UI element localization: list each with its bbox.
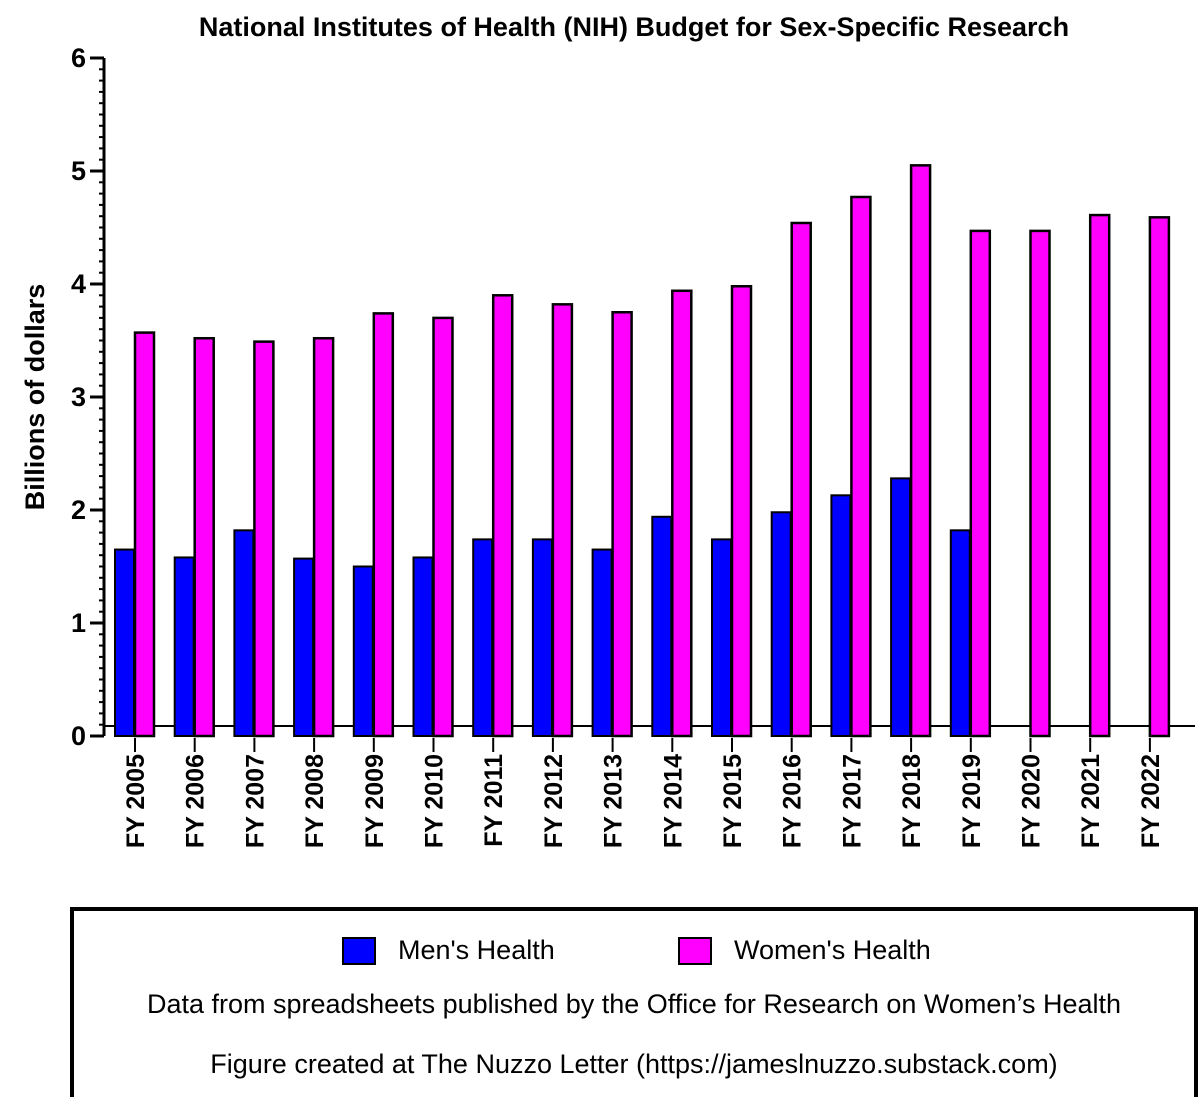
x-tick-label: FY 2020 <box>1018 754 1046 848</box>
legend-label-women: Women's Health <box>734 935 931 965</box>
x-tick-label: FY 2017 <box>838 754 866 848</box>
y-tick-label: 4 <box>71 269 86 299</box>
bar-men-fy-2009 <box>352 565 374 737</box>
source-note: Data from spreadsheets published by the … <box>146 989 1122 1019</box>
bar-women-fy-2007 <box>253 340 275 738</box>
y-tick-label: 0 <box>71 721 86 751</box>
credit-note: Figure created at The Nuzzo Letter (http… <box>210 1049 1058 1079</box>
bar-women-fy-2021 <box>1088 213 1111 738</box>
x-tick-label: FY 2009 <box>361 754 389 848</box>
bar-women-fy-2008 <box>312 336 335 738</box>
y-tick-label: 6 <box>71 43 86 73</box>
x-tick-label: FY 2008 <box>301 754 329 848</box>
bar-women-fy-2013 <box>611 311 633 738</box>
bar-men-fy-2015 <box>711 538 732 737</box>
men-swatch <box>342 936 376 965</box>
x-tick-label: FY 2013 <box>600 754 628 848</box>
women-swatch <box>678 936 712 965</box>
x-tick-label: FY 2011 <box>480 754 508 847</box>
bar-men-fy-2011 <box>472 538 494 737</box>
legend-label-men: Men's Health <box>398 935 555 965</box>
x-tick-label: FY 2012 <box>540 754 568 848</box>
y-axis-title: Billions of dollars <box>20 284 50 511</box>
bar-women-fy-2006 <box>193 336 215 738</box>
x-tick-label: FY 2019 <box>958 754 986 848</box>
legend-item-women: Women's Health <box>678 935 931 966</box>
bar-men-fy-2007 <box>233 529 255 738</box>
y-tick-label: 2 <box>71 495 86 525</box>
x-tick-label: FY 2005 <box>122 754 150 848</box>
x-tick-label: FY 2015 <box>719 754 747 848</box>
legend: Men's Health Women's Health Data from sp… <box>70 907 1198 1097</box>
bar-women-fy-2019 <box>969 229 992 738</box>
x-tick-label: FY 2007 <box>241 754 269 848</box>
bar-men-fy-2012 <box>531 538 553 737</box>
x-tick-label: FY 2016 <box>779 754 807 848</box>
chart-title: National Institutes of Health (NIH) Budg… <box>198 12 1070 42</box>
bar-women-fy-2017 <box>850 195 872 738</box>
bar-women-fy-2016 <box>790 221 812 738</box>
bar-women-fy-2012 <box>551 303 574 738</box>
bar-men-fy-2006 <box>173 556 195 738</box>
bar-women-fy-2005 <box>133 331 156 738</box>
x-tick-label: FY 2018 <box>898 754 926 848</box>
x-tick-label: FY 2010 <box>421 754 449 848</box>
bar-women-fy-2020 <box>1029 229 1051 738</box>
bar-men-fy-2014 <box>651 515 673 738</box>
bar-men-fy-2016 <box>770 511 792 738</box>
x-tick-label: FY 2022 <box>1137 754 1165 848</box>
legend-item-men: Men's Health <box>342 935 555 966</box>
bar-men-fy-2008 <box>293 557 315 738</box>
bar-men-fy-2019 <box>949 529 971 738</box>
bar-men-fy-2018 <box>890 477 912 737</box>
bar-women-fy-2010 <box>432 316 454 738</box>
bar-men-fy-2013 <box>591 548 613 737</box>
bar-women-fy-2015 <box>730 285 753 738</box>
x-tick-label: FY 2021 <box>1077 754 1105 848</box>
y-tick-label: 1 <box>71 608 86 638</box>
bar-women-fy-2022 <box>1148 216 1171 738</box>
bar-chart: 0 1 2 3 4 5 6 Billions of dollars FY 2005 FY 2006… <box>20 43 1195 848</box>
bar-men-fy-2010 <box>412 556 434 738</box>
bar-women-fy-2011 <box>491 294 514 738</box>
y-tick-label: 5 <box>71 156 86 186</box>
bar-men-fy-2005 <box>114 548 135 737</box>
bar-women-fy-2018 <box>909 164 932 738</box>
x-tick-label: FY 2006 <box>182 754 210 848</box>
y-tick-label: 3 <box>71 382 86 412</box>
bar-women-fy-2014 <box>671 289 693 738</box>
bar-women-fy-2009 <box>372 312 395 738</box>
x-tick-label: FY 2014 <box>659 754 687 848</box>
bar-men-fy-2017 <box>830 494 852 737</box>
